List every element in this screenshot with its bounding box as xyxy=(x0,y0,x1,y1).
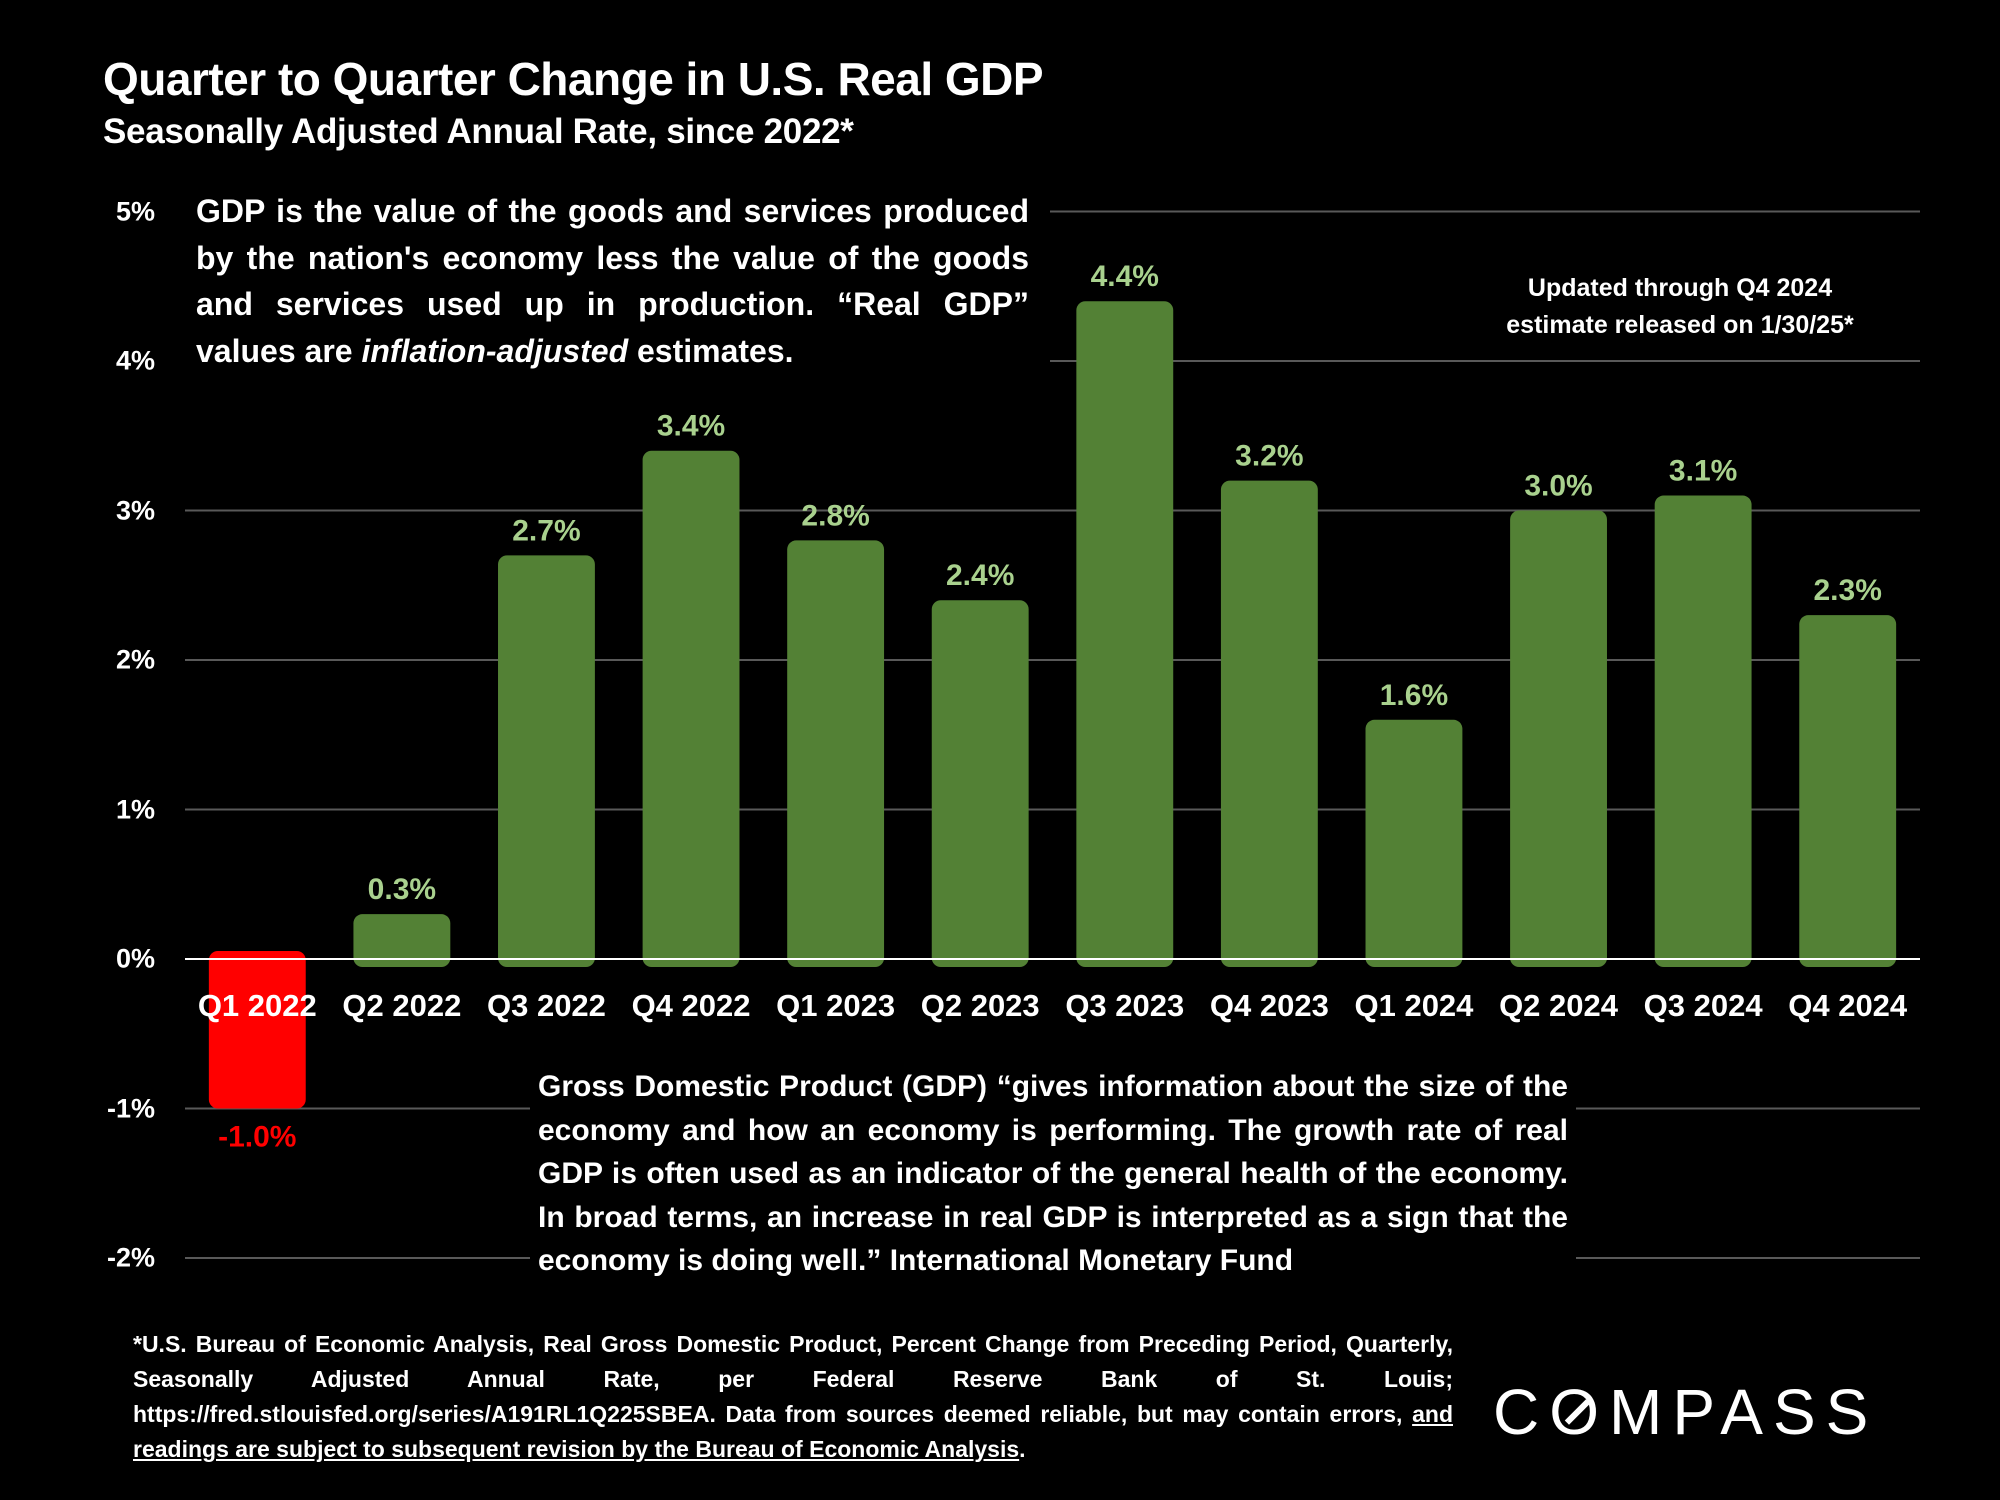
data-label: 0.3% xyxy=(368,873,436,906)
x-tick-label: Q4 2023 xyxy=(1210,988,1329,1023)
footnote-end: . xyxy=(1019,1436,1026,1462)
gdp-definition-note: GDP is the value of the goods and servic… xyxy=(196,188,1029,374)
data-label: 2.8% xyxy=(801,499,869,532)
data-labels: -1.0% 0.3% 2.7% 3.4% 2.8% 2.4% 4.4% 3.2% 1.6% 3.0… xyxy=(218,260,1882,1153)
x-tick-label: Q1 2022 xyxy=(198,988,317,1023)
x-tick-label: Q3 2023 xyxy=(1065,988,1184,1023)
data-label: 1.6% xyxy=(1380,679,1448,712)
x-tick-label: Q2 2022 xyxy=(342,988,461,1023)
compass-logo: COMPASS xyxy=(1493,1375,1878,1449)
bar-q2-2022 xyxy=(353,914,451,967)
x-tick-label: Q1 2024 xyxy=(1354,988,1474,1023)
bars xyxy=(208,301,1897,1109)
y-tick-label: 3% xyxy=(115,495,155,525)
y-tick-label: 2% xyxy=(115,644,155,675)
definition-end: estimates. xyxy=(628,332,794,369)
bar-q4-2024 xyxy=(1799,615,1897,967)
data-label: 3.4% xyxy=(657,410,725,443)
y-tick-label: 1% xyxy=(115,794,155,824)
bar-q2-2024 xyxy=(1510,510,1607,967)
data-label: 2.4% xyxy=(946,559,1014,592)
bar-q1-2024 xyxy=(1365,719,1463,967)
bar-q3-2022 xyxy=(498,555,595,967)
x-tick-label: Q3 2024 xyxy=(1644,988,1764,1023)
data-label: 2.7% xyxy=(512,514,580,547)
y-tick-label: 4% xyxy=(115,345,155,376)
logo-c: C xyxy=(1493,1376,1550,1448)
footnote-text: *U.S. Bureau of Economic Analysis, Real … xyxy=(133,1331,1453,1427)
data-label: 3.0% xyxy=(1524,470,1592,503)
footnote-underlined: and readings are subject to subsequent r… xyxy=(133,1401,1453,1462)
x-tick-label: Q3 2022 xyxy=(487,988,606,1023)
updated-line-1: Updated through Q4 2024 xyxy=(1527,274,1833,302)
bar-q1-2023 xyxy=(787,540,885,967)
bar-q2-2023 xyxy=(931,600,1029,967)
chart-title: Quarter to Quarter Change in U.S. Real G… xyxy=(103,53,1044,105)
logo-rest: MPASS xyxy=(1609,1376,1879,1448)
x-tick-label: Q1 2023 xyxy=(776,988,895,1023)
updated-note: Updated through Q4 2024 estimate release… xyxy=(1450,270,1910,344)
x-tick-label: Q2 2023 xyxy=(921,988,1040,1023)
data-label: 2.3% xyxy=(1814,574,1882,607)
chart-subtitle: Seasonally Adjusted Annual Rate, since 2… xyxy=(103,112,854,151)
definition-italic: inflation-adjusted xyxy=(361,332,629,369)
x-tick-label: Q4 2024 xyxy=(1788,988,1908,1023)
data-label: 3.2% xyxy=(1235,440,1303,473)
source-footnote: *U.S. Bureau of Economic Analysis, Real … xyxy=(133,1327,1453,1467)
y-tick-label: -2% xyxy=(106,1242,155,1273)
y-tick-label: 0% xyxy=(115,943,155,974)
data-label: 4.4% xyxy=(1091,260,1159,293)
definition-text: GDP is the value of the goods and servic… xyxy=(196,193,1029,369)
data-label: 3.1% xyxy=(1669,455,1737,488)
bar-q3-2023 xyxy=(1076,301,1174,967)
bar-q3-2024 xyxy=(1654,495,1752,967)
x-axis-labels: Q1 2022 Q2 2022 Q3 2022 Q4 2022 Q1 2023 Q2 20… xyxy=(198,988,1908,1023)
x-tick-label: Q2 2024 xyxy=(1499,988,1619,1023)
updated-line-2: estimate released on 1/30/25* xyxy=(1506,311,1854,339)
y-tick-label: 5% xyxy=(115,196,155,226)
y-tick-label: -1% xyxy=(106,1093,155,1123)
bar-q4-2022 xyxy=(642,450,740,967)
logo-slashed-o: O xyxy=(1549,1376,1609,1448)
bar-q4-2023 xyxy=(1220,480,1318,967)
bar-q1-2022 xyxy=(208,951,306,1109)
imf-quote: Gross Domestic Product (GDP) “gives info… xyxy=(530,1065,1576,1287)
data-label: -1.0% xyxy=(218,1121,296,1154)
x-tick-label: Q4 2022 xyxy=(632,988,751,1023)
